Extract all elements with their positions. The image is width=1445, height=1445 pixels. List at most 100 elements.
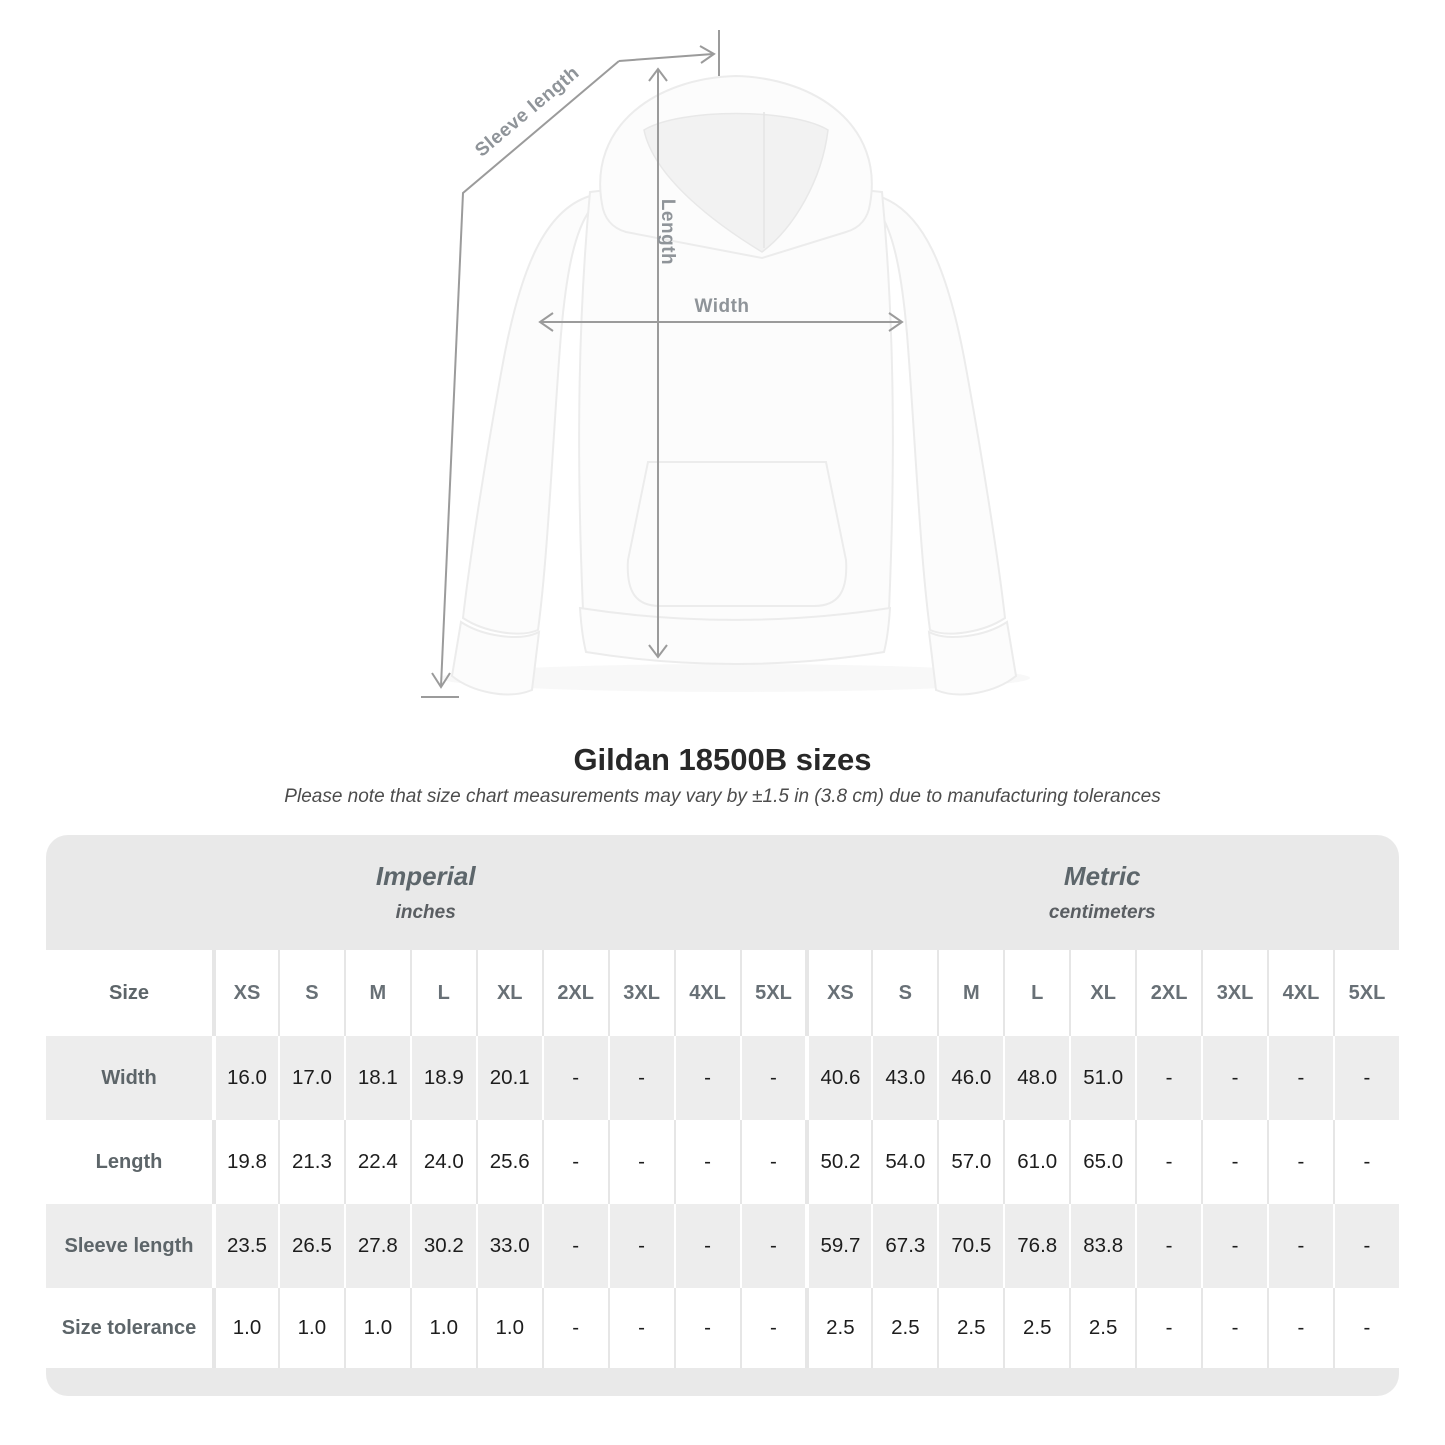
cell-width-metric-2xl: - bbox=[1135, 1036, 1202, 1120]
cell-length-metric-xs: 50.2 bbox=[805, 1120, 872, 1204]
cell-size-tolerance-imperial-2xl: - bbox=[541, 1288, 608, 1368]
cell-width-metric-s: 43.0 bbox=[871, 1036, 938, 1120]
cell-width-metric-m: 46.0 bbox=[937, 1036, 1004, 1120]
cell-size-tolerance-metric-3xl: - bbox=[1201, 1288, 1267, 1368]
sleeve-length-arrow bbox=[421, 30, 720, 698]
table-row-size-tolerance: Size tolerance 1.0 1.0 1.0 1.0 1.0- - - -2.5 2.5 2… bbox=[46, 1288, 1399, 1368]
sleeve-length-label: Sleeve length bbox=[471, 62, 583, 161]
imperial-title: Imperial bbox=[375, 861, 476, 891]
size-header-metric-xl: XL bbox=[1069, 950, 1136, 1036]
cell-size-tolerance-imperial-3xl: - bbox=[607, 1288, 674, 1368]
cell-sleeve-length-imperial-4xl: - bbox=[673, 1204, 740, 1288]
size-header-imperial-xl: XL bbox=[475, 950, 542, 1036]
cell-length-metric-s: 54.0 bbox=[871, 1120, 938, 1204]
cell-length-imperial-xs: 19.8 bbox=[212, 1120, 278, 1204]
cell-size-tolerance-metric-xs: 2.5 bbox=[805, 1288, 872, 1368]
cell-size-tolerance-imperial-5xl: - bbox=[739, 1288, 806, 1368]
metric-group-header: Metric centimeters bbox=[805, 835, 1399, 950]
size-header-imperial-3xl: 3XL bbox=[607, 950, 674, 1036]
size-header-imperial-4xl: 4XL bbox=[673, 950, 740, 1036]
length-arrow bbox=[648, 67, 668, 659]
cell-size-tolerance-metric-5xl: - bbox=[1332, 1288, 1399, 1368]
cell-length-metric-2xl: - bbox=[1135, 1120, 1202, 1204]
cell-width-metric-4xl: - bbox=[1267, 1036, 1333, 1120]
cell-size-tolerance-imperial-xl: 1.0 bbox=[475, 1288, 542, 1368]
cell-width-metric-5xl: - bbox=[1332, 1036, 1399, 1120]
cell-size-tolerance-metric-xl: 2.5 bbox=[1069, 1288, 1136, 1368]
cell-size-tolerance-metric-s: 2.5 bbox=[871, 1288, 938, 1368]
cell-width-imperial-5xl: - bbox=[739, 1036, 806, 1120]
cell-size-tolerance-imperial-xs: 1.0 bbox=[212, 1288, 278, 1368]
cell-length-imperial-2xl: - bbox=[541, 1120, 608, 1204]
cell-sleeve-length-metric-4xl: - bbox=[1267, 1204, 1333, 1288]
cell-sleeve-length-metric-2xl: - bbox=[1135, 1204, 1202, 1288]
size-header-imperial-m: M bbox=[343, 950, 410, 1036]
cell-sleeve-length-metric-5xl: - bbox=[1332, 1204, 1399, 1288]
row-label-sleeve-length: Sleeve length bbox=[46, 1204, 212, 1288]
imperial-subtitle: inches bbox=[395, 902, 456, 923]
cell-size-tolerance-metric-m: 2.5 bbox=[937, 1288, 1004, 1368]
metric-title: Metric bbox=[1063, 861, 1141, 891]
cell-sleeve-length-metric-3xl: - bbox=[1201, 1204, 1267, 1288]
cell-length-metric-3xl: - bbox=[1201, 1120, 1267, 1204]
size-header-imperial-s: S bbox=[277, 950, 344, 1036]
cell-length-imperial-5xl: - bbox=[739, 1120, 806, 1204]
cell-sleeve-length-metric-xs: 59.7 bbox=[805, 1204, 872, 1288]
cell-size-tolerance-metric-2xl: - bbox=[1135, 1288, 1202, 1368]
cell-length-imperial-m: 22.4 bbox=[343, 1120, 410, 1204]
cell-sleeve-length-imperial-l: 30.2 bbox=[409, 1204, 476, 1288]
garment-shadow bbox=[440, 664, 1030, 692]
cell-length-imperial-3xl: - bbox=[607, 1120, 674, 1204]
size-header-imperial-2xl: 2XL bbox=[541, 950, 608, 1036]
cell-sleeve-length-imperial-3xl: - bbox=[607, 1204, 674, 1288]
size-header-metric-s: S bbox=[871, 950, 938, 1036]
size-header-imperial-5xl: 5XL bbox=[739, 950, 806, 1036]
cell-sleeve-length-imperial-2xl: - bbox=[541, 1204, 608, 1288]
cell-length-metric-4xl: - bbox=[1267, 1120, 1333, 1204]
hoodie-graphic bbox=[450, 74, 1018, 696]
size-header-metric-2xl: 2XL bbox=[1135, 950, 1202, 1036]
page-title: Gildan 18500B sizes bbox=[573, 742, 872, 777]
cell-length-metric-l: 61.0 bbox=[1003, 1120, 1070, 1204]
cell-width-imperial-xl: 20.1 bbox=[475, 1036, 542, 1120]
cell-width-imperial-xs: 16.0 bbox=[212, 1036, 278, 1120]
size-table: Imperial inches Metric centimeters Size X… bbox=[46, 835, 1399, 1396]
cell-sleeve-length-metric-m: 70.5 bbox=[937, 1204, 1004, 1288]
cell-size-tolerance-metric-4xl: - bbox=[1267, 1288, 1333, 1368]
size-header-metric-4xl: 4XL bbox=[1267, 950, 1333, 1036]
size-header-metric-l: L bbox=[1003, 950, 1070, 1036]
row-label-size-tolerance: Size tolerance bbox=[46, 1288, 212, 1368]
cell-length-imperial-l: 24.0 bbox=[409, 1120, 476, 1204]
width-arrow bbox=[538, 312, 904, 332]
cell-length-imperial-xl: 25.6 bbox=[475, 1120, 542, 1204]
size-header-imperial-l: L bbox=[409, 950, 476, 1036]
cell-width-imperial-4xl: - bbox=[673, 1036, 740, 1120]
cell-size-tolerance-imperial-l: 1.0 bbox=[409, 1288, 476, 1368]
cell-size-tolerance-imperial-4xl: - bbox=[673, 1288, 740, 1368]
unit-group-header-row: Imperial inches Metric centimeters bbox=[46, 835, 1399, 950]
width-label: Width bbox=[694, 296, 749, 317]
cell-width-imperial-s: 17.0 bbox=[277, 1036, 344, 1120]
cell-width-metric-l: 48.0 bbox=[1003, 1036, 1070, 1120]
cell-width-imperial-m: 18.1 bbox=[343, 1036, 410, 1120]
table-row-width: Width 16.0 17.0 18.1 18.9 20.1- - - -40.6 43.0 46.… bbox=[46, 1036, 1399, 1120]
hoodie-measurement-figure: Sleeve length Length Width bbox=[421, 30, 1030, 698]
cell-sleeve-length-imperial-xs: 23.5 bbox=[212, 1204, 278, 1288]
cell-width-metric-xl: 51.0 bbox=[1069, 1036, 1136, 1120]
size-header-metric-m: M bbox=[937, 950, 1004, 1036]
cell-width-metric-3xl: - bbox=[1201, 1036, 1267, 1120]
size-header-metric-5xl: 5XL bbox=[1332, 950, 1399, 1036]
cell-width-metric-xs: 40.6 bbox=[805, 1036, 872, 1120]
size-header-row: Size XS S M L XL 2XL 3XL 4XL 5XL XS S M L XL 2XL 3XL 4XL 5… bbox=[46, 950, 1399, 1036]
table-footer-band bbox=[46, 1368, 1399, 1396]
cell-width-imperial-l: 18.9 bbox=[409, 1036, 476, 1120]
cell-size-tolerance-metric-l: 2.5 bbox=[1003, 1288, 1070, 1368]
cell-sleeve-length-metric-l: 76.8 bbox=[1003, 1204, 1070, 1288]
cell-size-tolerance-imperial-s: 1.0 bbox=[277, 1288, 344, 1368]
metric-subtitle: centimeters bbox=[1048, 902, 1156, 923]
cell-size-tolerance-imperial-m: 1.0 bbox=[343, 1288, 410, 1368]
size-column-header: Size bbox=[46, 950, 212, 1036]
cell-sleeve-length-imperial-5xl: - bbox=[739, 1204, 806, 1288]
cell-sleeve-length-imperial-m: 27.8 bbox=[343, 1204, 410, 1288]
cell-sleeve-length-imperial-s: 26.5 bbox=[277, 1204, 344, 1288]
